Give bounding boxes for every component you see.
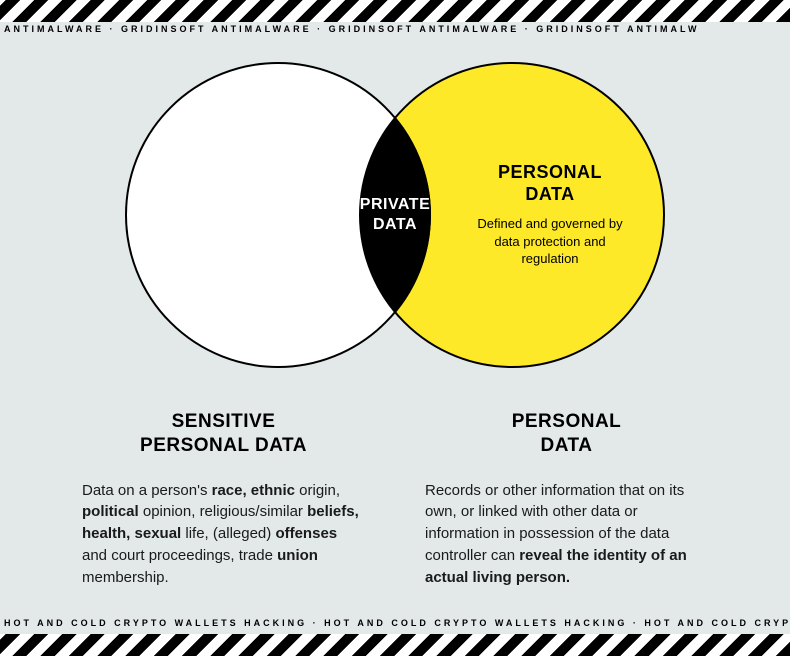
venn-right-title-line2: DATA <box>525 184 574 204</box>
left-column-title: SENSITIVE PERSONAL DATA <box>82 410 365 458</box>
top-banner-text: ANTIMALWARE · GRIDINSOFT ANTIMALWARE · G… <box>0 24 790 38</box>
right-column: PERSONAL DATA Records or other informati… <box>425 410 708 588</box>
venn-right-title-line1: PERSONAL <box>498 162 602 182</box>
venn-right-title: PERSONAL DATA <box>465 162 635 205</box>
venn-center-line2: DATA <box>373 216 417 233</box>
bottom-stripe-bar <box>0 634 790 656</box>
venn-right-subtitle: Defined and governed by data protection … <box>465 215 635 268</box>
left-column-body: Data on a person's race, ethnic origin, … <box>82 480 365 589</box>
bottom-banner-text: HOT AND COLD CRYPTO WALLETS HACKING · HO… <box>0 618 790 632</box>
right-column-body: Records or other information that on its… <box>425 480 708 589</box>
left-column: SENSITIVE PERSONAL DATA Data on a person… <box>82 410 365 588</box>
venn-center-line1: PRIVATE <box>360 196 430 213</box>
right-column-title: PERSONAL DATA <box>425 410 708 458</box>
right-column-title-line2: DATA <box>541 435 593 456</box>
left-column-title-line2: PERSONAL DATA <box>140 435 307 456</box>
left-column-title-line1: SENSITIVE <box>172 411 276 432</box>
venn-right-content: PERSONAL DATA Defined and governed by da… <box>465 162 635 268</box>
venn-center-label: PRIVATE DATA <box>360 195 430 235</box>
venn-diagram: SENSITIVE DATA Not already public, may c… <box>125 62 665 368</box>
description-columns: SENSITIVE PERSONAL DATA Data on a person… <box>82 410 708 588</box>
right-column-title-line1: PERSONAL <box>512 411 622 432</box>
top-stripe-bar <box>0 0 790 22</box>
